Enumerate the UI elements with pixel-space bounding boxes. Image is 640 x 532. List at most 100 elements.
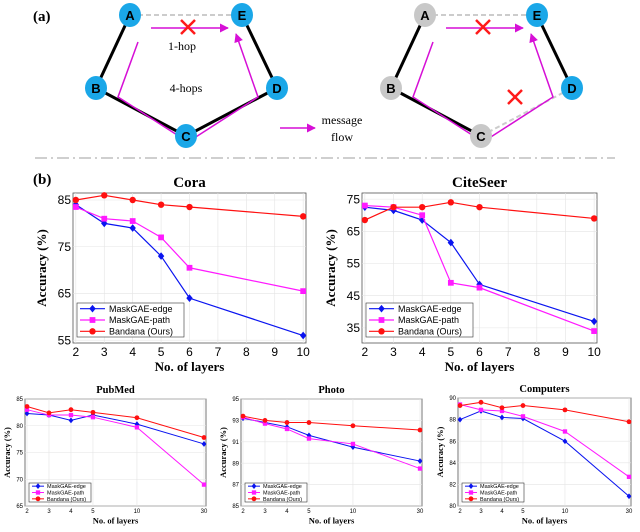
x-tick-label: 30 <box>201 509 208 515</box>
x-tick-label: 4 <box>500 509 504 515</box>
data-point <box>72 204 79 210</box>
x-tick-label: 8 <box>533 345 540 359</box>
legend-entry: MaskGAE-path <box>32 490 84 496</box>
data-point <box>35 490 41 495</box>
x-tick-label: 4 <box>129 345 136 359</box>
x-tick-label: 4 <box>419 345 426 359</box>
data-point <box>89 304 96 313</box>
chart-title: CiteSeer <box>452 175 507 191</box>
one-hop-label: 1-hop <box>168 39 196 53</box>
data-point <box>89 328 96 335</box>
legend-label: MaskGAE-path <box>480 490 517 496</box>
data-point <box>90 415 96 420</box>
node-C: C <box>175 124 197 148</box>
data-point <box>134 425 140 430</box>
series-line <box>459 403 630 478</box>
cross-icon <box>507 89 523 105</box>
node-label: B <box>386 81 395 96</box>
data-point <box>499 414 505 421</box>
x-axis-label: No. of layers <box>93 516 139 526</box>
legend-label: MaskGAE-edge <box>480 484 519 490</box>
x-tick-label: 4 <box>69 509 73 515</box>
data-point <box>499 405 505 411</box>
node-label: A <box>125 8 135 23</box>
panel-a-label: (a) <box>33 9 51 25</box>
series-line <box>242 416 421 470</box>
x-tick-label: 10 <box>296 345 310 359</box>
data-point <box>306 420 312 425</box>
data-point <box>419 212 426 219</box>
chart-cora: 2 3 4 5 6 7 8 9 10 55 65 75 85 Cora No. of layers Accur… <box>34 175 310 374</box>
data-point <box>46 410 52 416</box>
y-tick-label: 80 <box>449 504 456 510</box>
data-point <box>134 415 140 421</box>
legend-entry: MaskGAE-edge <box>369 304 462 314</box>
x-axis-label: No. of layers <box>155 359 225 374</box>
x-tick-label: 9 <box>562 345 569 359</box>
legend-label: MaskGAE-edge <box>398 304 462 314</box>
data-point <box>499 408 505 414</box>
legend-label: Bandana (Ours) <box>480 497 519 503</box>
data-point <box>350 441 356 447</box>
series-line <box>459 410 630 497</box>
node-label: A <box>420 8 430 23</box>
edge-DE <box>535 14 574 89</box>
series-line <box>242 415 421 431</box>
x-axis-label: No. of layers <box>522 516 568 526</box>
data-point <box>417 427 423 433</box>
data-point <box>299 331 307 340</box>
y-tick-label: 65 <box>16 504 23 510</box>
x-tick-label: 2 <box>25 509 29 515</box>
y-tick-label: 82 <box>449 483 456 489</box>
y-tick-label: 87 <box>232 483 239 489</box>
data-point <box>35 496 41 502</box>
data-point <box>378 328 385 335</box>
legend-label: Bandana (Ours) <box>47 497 86 503</box>
data-point <box>447 238 455 247</box>
data-point <box>201 435 207 440</box>
series-line <box>26 409 205 485</box>
y-tick-label: 91 <box>232 440 239 446</box>
data-point <box>299 213 307 220</box>
data-point <box>468 490 474 495</box>
chart-pubmed: 2 3 4 5 10 30 65 70 75 80 85 PubMed No. of layers Acc… <box>2 385 208 526</box>
node-label: E <box>238 8 247 23</box>
x-tick-label: 5 <box>307 509 311 515</box>
edge-CD <box>480 87 573 137</box>
series-line <box>75 194 304 217</box>
data-point <box>201 482 207 487</box>
data-point <box>378 317 385 323</box>
legend-entry: Bandana (Ours) <box>32 496 86 503</box>
chart-title: Computers <box>519 384 569 395</box>
data-point <box>72 196 80 204</box>
data-point <box>24 404 30 409</box>
x-tick-label: 3 <box>101 345 108 359</box>
data-point <box>562 438 568 445</box>
data-point <box>590 317 598 326</box>
data-point <box>468 483 474 490</box>
series-bandana-ours- <box>361 199 598 224</box>
data-point <box>417 458 423 464</box>
legend-label: MaskGAE-edge <box>109 304 173 314</box>
y-tick-label: 85 <box>16 397 23 403</box>
data-point <box>468 496 474 502</box>
y-tick-label: 86 <box>449 439 456 445</box>
cross-icon <box>180 19 196 35</box>
cross-icon <box>475 19 491 35</box>
data-point <box>35 483 41 490</box>
x-tick-label: 5 <box>521 509 525 515</box>
node-D: D <box>561 76 583 100</box>
data-point <box>262 418 268 423</box>
node-label: C <box>476 129 486 144</box>
node-A: A <box>414 3 436 27</box>
series-line <box>242 417 421 462</box>
x-tick-label: 30 <box>417 509 424 515</box>
data-point <box>378 304 385 313</box>
graph-original: A B C D E <box>85 3 288 148</box>
x-tick-label: 10 <box>562 509 569 515</box>
y-tick-label: 90 <box>449 396 456 402</box>
data-point <box>186 294 193 302</box>
node-B: B <box>380 76 402 100</box>
